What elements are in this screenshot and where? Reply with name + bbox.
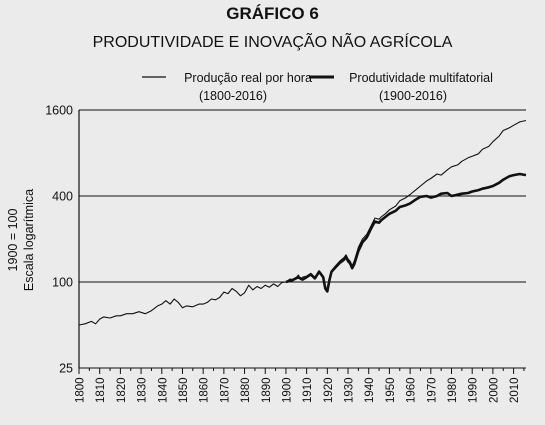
legend-label-producao-line1: Produção real por hora	[184, 71, 312, 85]
legend: Produção real por hora (1800-2016) Produ…	[142, 71, 493, 103]
x-tick-label-1920: 1920	[323, 377, 335, 403]
y-axis-title-line2: Escala logarítmica	[22, 189, 36, 291]
x-tick-label-1800: 1800	[75, 377, 87, 403]
y-axis-title-line1: 1900 = 100	[6, 209, 20, 272]
legend-label-multifatorial-line1: Produtividade multifatorial	[349, 71, 493, 85]
x-tick-label-1820: 1820	[116, 377, 128, 403]
x-tick-label-1810: 1810	[95, 377, 107, 403]
x-tick-label-1900: 1900	[281, 377, 293, 403]
x-tick-label-1890: 1890	[261, 377, 273, 403]
chart-subtitle: PRODUTIVIDADE E INOVAÇÃO NÃO AGRÍCOLA	[92, 34, 453, 51]
x-tick-label-1940: 1940	[364, 377, 376, 403]
x-tick-label-1950: 1950	[385, 377, 397, 403]
x-tick-label-1840: 1840	[157, 377, 169, 403]
y-tick-label-400: 400	[52, 190, 73, 204]
x-tick-label-1930: 1930	[344, 377, 356, 403]
x-tick-label-1980: 1980	[447, 377, 459, 403]
y-axis-ticks: 25 100 400 1600	[45, 104, 73, 376]
series-line-producao-real	[78, 119, 527, 326]
legend-label-multifatorial-line2: (1900-2016)	[379, 89, 447, 103]
series-line-produtividade-multifatorial	[285, 172, 527, 293]
x-tick-label-2000: 2000	[488, 377, 500, 403]
legend-label-producao-line2: (1800-2016)	[199, 89, 267, 103]
x-tick-label-1880: 1880	[240, 377, 252, 403]
y-axis-title: 1900 = 100 Escala logarítmica	[6, 189, 36, 291]
x-tick-label-1830: 1830	[137, 377, 149, 403]
y-tick-label-1600: 1600	[45, 104, 73, 118]
x-tick-label-1990: 1990	[468, 377, 480, 403]
gridlines	[79, 109, 526, 369]
series-lines	[78, 119, 527, 326]
x-tick-label-1860: 1860	[199, 377, 211, 403]
x-tick-label-1960: 1960	[406, 377, 418, 403]
x-tick-label-1870: 1870	[219, 377, 231, 403]
x-tick-label-1970: 1970	[426, 377, 438, 403]
x-tick-label-1910: 1910	[302, 377, 314, 403]
y-tick-label-25: 25	[59, 362, 73, 376]
x-tick-label-1850: 1850	[178, 377, 190, 403]
y-tick-label-100: 100	[52, 276, 73, 290]
chart-title: GRÁFICO 6	[226, 4, 319, 23]
x-tick-label-2010: 2010	[509, 377, 521, 403]
x-axis-ticks: 1800 1810 1820 1830 1840 1850 1860 1870 1880 1890…	[75, 368, 525, 403]
